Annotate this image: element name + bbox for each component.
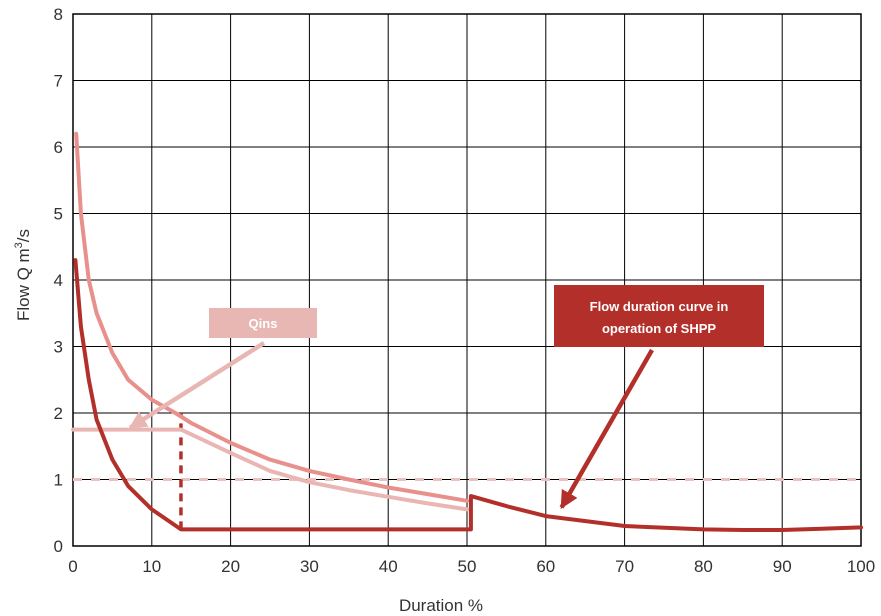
y-tick-label: 3: [54, 338, 63, 357]
grid: [72, 13, 862, 547]
y-axis-title-suffix: /s: [14, 229, 33, 242]
x-tick-label: 100: [847, 557, 875, 576]
operation-callout-box: [554, 285, 764, 347]
y-tick-label: 1: [54, 471, 63, 490]
series-line-reference: [71, 427, 469, 512]
qins-arrow: [128, 341, 266, 430]
x-tick-label: 30: [300, 557, 319, 576]
x-axis-ticks: 0 10 20 30 40 50 60 70 80 90 100: [68, 557, 875, 576]
y-axis-ticks: 0 1 2 3 4 5 6 7 8: [54, 5, 63, 556]
y-tick-label: 8: [54, 5, 63, 24]
x-tick-label: 80: [694, 557, 713, 576]
x-tick-label: 0: [68, 557, 77, 576]
x-tick-label: 90: [773, 557, 792, 576]
operation-arrow: [559, 348, 654, 509]
x-tick-label: 20: [221, 557, 240, 576]
x-tick-label: 50: [458, 557, 477, 576]
series-line-operation: [73, 258, 863, 532]
series-lines: [71, 131, 863, 532]
y-tick-label: 6: [54, 138, 63, 157]
y-axis-title: Flow Q m3/s: [13, 229, 33, 321]
y-tick-label: 4: [54, 271, 63, 290]
x-axis-title: Duration %: [399, 596, 483, 615]
annotations: Qins Flow duration curve in operation of S…: [128, 285, 764, 509]
series-line-natural: [74, 131, 469, 503]
x-tick-label: 60: [536, 557, 555, 576]
qins-callout-box: [209, 308, 317, 338]
x-tick-label: 40: [379, 557, 398, 576]
y-axis-title-main: Flow Q m: [14, 248, 33, 321]
operation-callout-label: operation of SHPP: [602, 321, 716, 336]
y-tick-label: 2: [54, 404, 63, 423]
y-tick-label: 5: [54, 205, 63, 224]
x-tick-label: 70: [615, 557, 634, 576]
qins-callout-label: Qins: [249, 316, 278, 331]
x-tick-label: 10: [142, 557, 161, 576]
y-tick-label: 0: [54, 537, 63, 556]
y-axis-title-superscript: 3: [13, 242, 25, 248]
y-tick-label: 7: [54, 72, 63, 91]
operation-callout-label: Flow duration curve in: [590, 299, 729, 314]
